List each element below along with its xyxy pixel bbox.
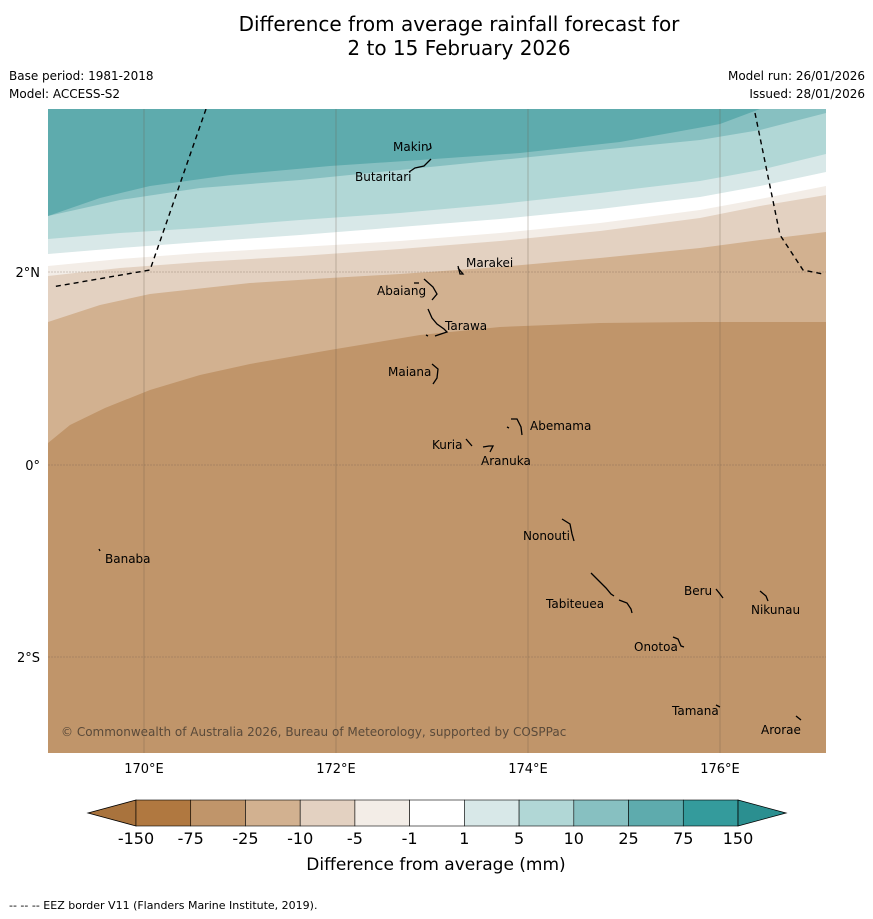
place-label-tamana: Tamana (671, 704, 719, 718)
colorbar-segment (190, 799, 246, 827)
colorbar-segment (245, 799, 301, 827)
colorbar-tick-label: 75 (673, 829, 693, 848)
title-line-2: 2 to 15 February 2026 (347, 36, 571, 60)
colorbar-segment (682, 799, 739, 827)
lon-label-174e: 174°E (508, 762, 548, 777)
colorbar-tick-label: -5 (347, 829, 363, 848)
anomaly-field: Makin Butaritari Marakei Abaiang Tarawa … (48, 109, 826, 753)
colorbar-tick-label: -75 (178, 829, 204, 848)
colorbar-high-extension (737, 799, 788, 827)
colorbar-tick-label: 150 (723, 829, 754, 848)
lon-label-170e: 170°E (124, 762, 164, 777)
colorbar-tick-label: -25 (232, 829, 258, 848)
colorbar-segment (573, 799, 629, 827)
place-label-arorae: Arorae (761, 723, 801, 737)
rainfall-map: Makin Butaritari Marakei Abaiang Tarawa … (16, 109, 826, 875)
colorbar-segment (628, 799, 684, 827)
place-label-nonouti: Nonouti (523, 529, 570, 543)
place-label-butaritari: Butaritari (355, 170, 412, 184)
colorbar-segments (135, 799, 739, 827)
place-label-beru: Beru (684, 584, 712, 598)
meta-right: Model run: 26/01/2026 Issued: 28/01/2026 (728, 67, 865, 103)
meta-left: Base period: 1981-2018 Model: ACCESS-S2 (9, 67, 154, 103)
colorbar-tick-label: 10 (564, 829, 584, 848)
place-label-aranuka: Aranuka (481, 454, 531, 468)
model-run: Model run: 26/01/2026 (727, 69, 865, 83)
issued-date: Issued: 28/01/2026 (749, 87, 865, 101)
copyright-notice: © Commonwealth of Australia 2026, Bureau… (61, 725, 566, 739)
colorbar-segment (464, 799, 520, 827)
colorbar-tick-label: -150 (118, 829, 154, 848)
title-line-1: Difference from average rainfall forecas… (238, 12, 680, 36)
place-label-nikunau: Nikunau (751, 603, 800, 617)
place-label-abaiang: Abaiang (377, 284, 426, 298)
colorbar-tick-label: -1 (402, 829, 418, 848)
colorbar-tick-label: 5 (514, 829, 524, 848)
colorbar-segment (409, 799, 465, 827)
place-label-tabiteuea: Tabiteuea (545, 597, 604, 611)
colorbar-low-extension (86, 799, 137, 827)
colorbar-segment (354, 799, 410, 827)
chart-title: Difference from average rainfall forecas… (0, 12, 873, 60)
colorbar-segment (518, 799, 575, 827)
lat-label-2s: 2°S (17, 651, 40, 666)
band-25-to-75 (48, 109, 760, 216)
place-label-onotoa: Onotoa (634, 640, 678, 654)
colorbar-tick-label: 1 (459, 829, 469, 848)
footer-note: -- -- -- EEZ border V11 (Flanders Marine… (9, 899, 318, 912)
colorbar-segment (299, 799, 356, 827)
lon-label-172e: 172°E (316, 762, 356, 777)
colorbar-ticks: -150 -75 -25 -10 -5 -1 1 5 10 25 75 150 (118, 829, 753, 848)
place-label-tarawa: Tarawa (444, 319, 487, 333)
colorbar-segment (135, 799, 192, 827)
model-name: Model: ACCESS-S2 (9, 87, 121, 101)
place-label-abemama: Abemama (530, 419, 591, 433)
place-label-makin: Makin (393, 140, 429, 154)
eez-border (51, 109, 824, 288)
colorbar-label: Difference from average (mm) (306, 855, 565, 875)
colorbar-tick-label: 25 (618, 829, 638, 848)
island-outlines (98, 142, 802, 721)
lat-label-2n: 2°N (16, 266, 41, 281)
place-label-marakei: Marakei (466, 256, 513, 270)
colorbar: -150 -75 -25 -10 -5 -1 1 5 10 25 75 150 Difference … (86, 799, 788, 875)
place-label-kuria: Kuria (432, 438, 463, 452)
graticule (48, 109, 826, 753)
lon-label-176e: 176°E (700, 762, 740, 777)
base-period: Base period: 1981-2018 (9, 69, 154, 83)
lat-label-0: 0° (25, 459, 40, 474)
place-label-banaba: Banaba (105, 552, 151, 566)
place-label-maiana: Maiana (388, 365, 431, 379)
colorbar-tick-label: -10 (287, 829, 313, 848)
